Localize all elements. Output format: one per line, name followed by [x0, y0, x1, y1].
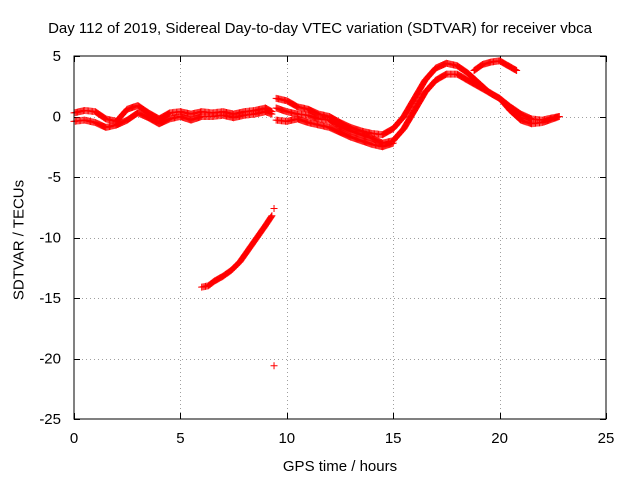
- x-tick-label: 5: [176, 430, 184, 447]
- data-point: [555, 113, 563, 120]
- series-late-branch: [470, 57, 521, 75]
- y-tick-label: 5: [53, 48, 61, 65]
- data-point: [270, 362, 278, 370]
- y-tick-label: -5: [48, 169, 61, 186]
- plot-frame: [73, 55, 607, 420]
- x-axis-label: GPS time / hours: [282, 458, 398, 475]
- x-tick-label: 10: [278, 430, 295, 447]
- series-band-mid-c: [272, 115, 397, 151]
- data-point: [268, 212, 276, 220]
- data-point: [267, 213, 275, 221]
- data-point: [292, 102, 300, 110]
- x-tick-label: 20: [491, 430, 508, 447]
- y-tick-label: -20: [39, 351, 61, 368]
- data-point: [441, 71, 449, 79]
- x-tick-label: 0: [70, 430, 78, 447]
- series-descending-arc: [198, 212, 276, 291]
- data-points: [70, 57, 563, 370]
- data-point: [513, 67, 521, 75]
- x-tick-label: 15: [385, 430, 402, 447]
- y-tick-label: 0: [53, 109, 61, 126]
- data-point: [270, 204, 278, 212]
- grid-lines: [74, 56, 606, 419]
- data-point: [267, 213, 275, 221]
- y-tick-label: -25: [39, 411, 61, 428]
- series-band-main-b: [70, 108, 276, 131]
- data-point: [268, 110, 276, 118]
- series-band-mid-b: [272, 70, 563, 147]
- data-point: [389, 139, 397, 147]
- y-tick-label: -15: [39, 290, 61, 307]
- data-point: [516, 115, 524, 123]
- y-tick-label: -10: [39, 230, 61, 247]
- x-tick-label: 25: [598, 430, 615, 447]
- series-outliers: [270, 204, 278, 370]
- chart-title: Day 112 of 2019, Sidereal Day-to-day VTE…: [48, 20, 592, 37]
- data-point: [164, 110, 172, 118]
